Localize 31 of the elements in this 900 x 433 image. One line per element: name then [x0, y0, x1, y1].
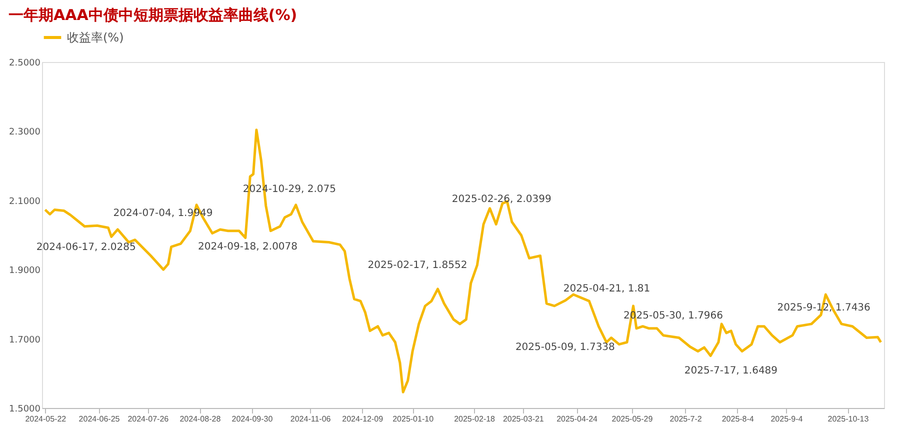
- annotation: 2025-04-21, 1.81: [563, 284, 650, 295]
- y-tick-label: 2.1000: [9, 196, 41, 207]
- x-tick-label: 2025-03-21: [502, 414, 544, 424]
- y-tick-label: 1.5000: [9, 404, 41, 414]
- annotation: 2025-02-17, 1.8552: [368, 260, 468, 272]
- x-tick-label: 2024-06-25: [78, 414, 120, 424]
- x-tick-label: 2024-11-06: [290, 414, 332, 424]
- annotation: 2025-02-26, 2.0399: [452, 194, 552, 206]
- x-tick-label: 2025-7-2: [670, 414, 702, 424]
- x-tick-label: 2025-04-24: [556, 414, 598, 424]
- annotation: 2025-05-09, 1.7338: [515, 342, 615, 354]
- x-tick-label: 2025-02-18: [454, 414, 496, 424]
- x-tick-label: 2024-08-28: [180, 414, 222, 424]
- chart-title: 一年期AAA中债中短期票据收益率曲线(%): [8, 6, 298, 24]
- annotation: 2024-09-18, 2.0078: [198, 241, 298, 252]
- y-tick-label: 2.5000: [9, 58, 41, 68]
- x-tick-label: 2024-09-30: [232, 414, 274, 424]
- y-tick-label: 2.3000: [9, 128, 41, 138]
- x-tick-label: 2024-05-22: [25, 414, 67, 424]
- annotation: 2025-7-17, 1.6489: [684, 365, 778, 376]
- x-tick-label: 2024-07-26: [128, 414, 170, 424]
- legend-label: 收益率(%): [67, 30, 124, 44]
- x-tick-label: 2025-9-4: [770, 414, 804, 424]
- x-tick-label: 2025-05-29: [612, 414, 654, 424]
- x-tick-label: 2025-10-13: [828, 414, 870, 424]
- x-tick-label: 2025-01-10: [392, 414, 434, 424]
- y-tick-label: 1.9000: [9, 266, 41, 276]
- x-tick-label: 2025-8-4: [722, 414, 754, 424]
- y-tick-label: 1.7000: [9, 335, 41, 346]
- x-tick-label: 2024-12-09: [342, 414, 384, 424]
- annotation: 2024-06-17, 2.0285: [36, 242, 136, 254]
